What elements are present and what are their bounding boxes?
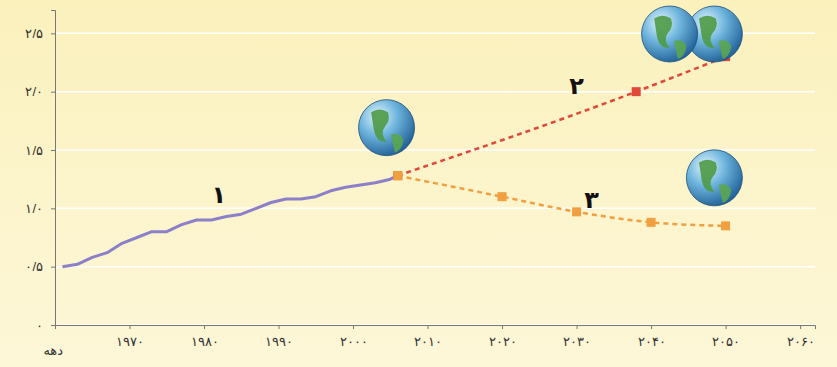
y-tick: ۰ [36, 318, 55, 333]
series-marker [721, 221, 730, 230]
globes [359, 6, 743, 206]
series-line [62, 176, 397, 267]
y-tick: ۲/۰ [25, 84, 55, 99]
annotations: ۱ ۲ ۳ [212, 72, 600, 214]
globe-body [686, 150, 742, 206]
grid [55, 33, 815, 325]
globe-land [699, 160, 717, 192]
x-tick-mark [204, 325, 205, 329]
x-tick-label: ۲۰۱۰ [414, 334, 442, 349]
x-tick-mark [577, 325, 578, 329]
globe-land [699, 16, 717, 48]
y-tick-label: ۱/۵ [25, 143, 43, 158]
y-tick-label: ۰/۵ [25, 259, 43, 274]
x-tick-label: ۲۰۳۰ [563, 334, 591, 349]
series-marker [498, 192, 507, 201]
globe-body [642, 6, 698, 62]
globe-icon [686, 150, 742, 206]
series-marker [393, 171, 402, 180]
x-tick: ۲۰۵۰ [712, 325, 740, 349]
y-tick: ۰/۵ [25, 259, 55, 274]
globe-land [391, 134, 404, 153]
x-tick-label: ۱۹۷۰ [116, 334, 144, 349]
series-marker [572, 207, 581, 216]
x-tick-mark [353, 325, 354, 329]
grid-line [55, 208, 815, 210]
x-tick: ۲۰۰۰ [340, 325, 368, 349]
x-tick: ۲۰۶۰ [787, 325, 815, 349]
x-tick: ۱۹۷۰ [116, 325, 144, 349]
y-tick-label: ۱/۰ [25, 201, 43, 216]
y-tick: ۲/۵ [25, 26, 55, 41]
y-tick-mark [51, 208, 55, 209]
globe-land [719, 184, 732, 203]
globe-land [371, 109, 389, 141]
x-tick: ۱۹۹۰ [265, 325, 293, 349]
x-tick: ۱۹۸۰ [191, 325, 219, 349]
x-tick: ۲۰۲۰ [489, 325, 517, 349]
series-marker [632, 87, 641, 96]
x-axis: ۱۹۷۰ ۱۹۸۰ ۱۹۹۰ ۲۰۰۰ ۲۰۱۰ ۲۰۲۰ ۲۰۳۰ ۲۰۴۰ ۲۰۵۰ ۲۰۶۰ [56, 325, 816, 349]
globe-land [719, 40, 732, 59]
chart: ۰ ۰/۵ ۱/۰ ۱/۵ ۲/۰ ۲/۵ ۱۹۷۰ ۱۹۸۰ ۱۹۹۰ ۲۰۰۰ ۲۰۱۰ ۲۰۲۰… [0, 0, 837, 367]
series-number-label: ۱ [212, 181, 227, 209]
globe-land [654, 16, 672, 48]
globe-body [359, 100, 415, 156]
background [0, 0, 837, 367]
series-marker [393, 171, 402, 180]
globe-land [674, 40, 687, 59]
globe-icon [359, 100, 415, 156]
x-tick: ۲۰۱۰ [414, 325, 442, 349]
y-tick-mark [51, 92, 55, 93]
series-number-label: ۳ [584, 186, 599, 214]
y-tick-mark [51, 267, 55, 268]
y-tick: ۱/۰ [25, 201, 55, 216]
x-tick-label: ۱۹۸۰ [191, 334, 219, 349]
y-tick-mark [51, 150, 55, 151]
grid-line [55, 266, 815, 268]
y-axis: ۰ ۰/۵ ۱/۰ ۱/۵ ۲/۰ ۲/۵ [25, 11, 55, 333]
plot: ۰ ۰/۵ ۱/۰ ۱/۵ ۲/۰ ۲/۵ ۱۹۷۰ ۱۹۸۰ ۱۹۹۰ ۲۰۰۰ ۲۰۱۰ ۲۰۲۰… [25, 6, 815, 349]
y-tick: ۱/۵ [25, 143, 55, 158]
x-tick-mark [428, 325, 429, 329]
x-tick-label: ۲۰۵۰ [712, 334, 740, 349]
x-axis-title: دهه [43, 343, 63, 358]
x-tick: ۲۰۴۰ [638, 325, 666, 349]
series-line [398, 57, 726, 176]
grid-line [55, 91, 815, 93]
x-axis-line [56, 326, 816, 330]
series-line [398, 176, 726, 226]
x-tick-label: ۲۰۶۰ [787, 334, 815, 349]
x-tick-mark [502, 325, 503, 329]
x-tick-mark [130, 325, 131, 329]
x-tick-label: ۲۰۰۰ [340, 334, 368, 349]
x-tick-mark [800, 325, 801, 329]
y-tick-mark [51, 33, 55, 34]
grid-line [55, 149, 815, 151]
y-axis-line [51, 11, 56, 326]
y-tick-label: ۲/۵ [25, 26, 43, 41]
series-group [62, 52, 730, 267]
y-tick-mark [51, 325, 55, 326]
x-tick-label: ۱۹۹۰ [265, 334, 293, 349]
y-tick-label: ۲/۰ [25, 84, 43, 99]
x-tick-label: ۲۰۲۰ [489, 334, 517, 349]
series-marker [647, 218, 656, 227]
x-tick-mark [279, 325, 280, 329]
globe-icon [642, 6, 698, 62]
x-tick-mark [726, 325, 727, 329]
x-tick-mark [651, 325, 652, 329]
series-number-label: ۲ [569, 72, 584, 100]
x-tick: ۲۰۳۰ [563, 325, 591, 349]
x-tick-label: ۲۰۴۰ [638, 334, 666, 349]
y-tick-label: ۰ [36, 318, 43, 333]
